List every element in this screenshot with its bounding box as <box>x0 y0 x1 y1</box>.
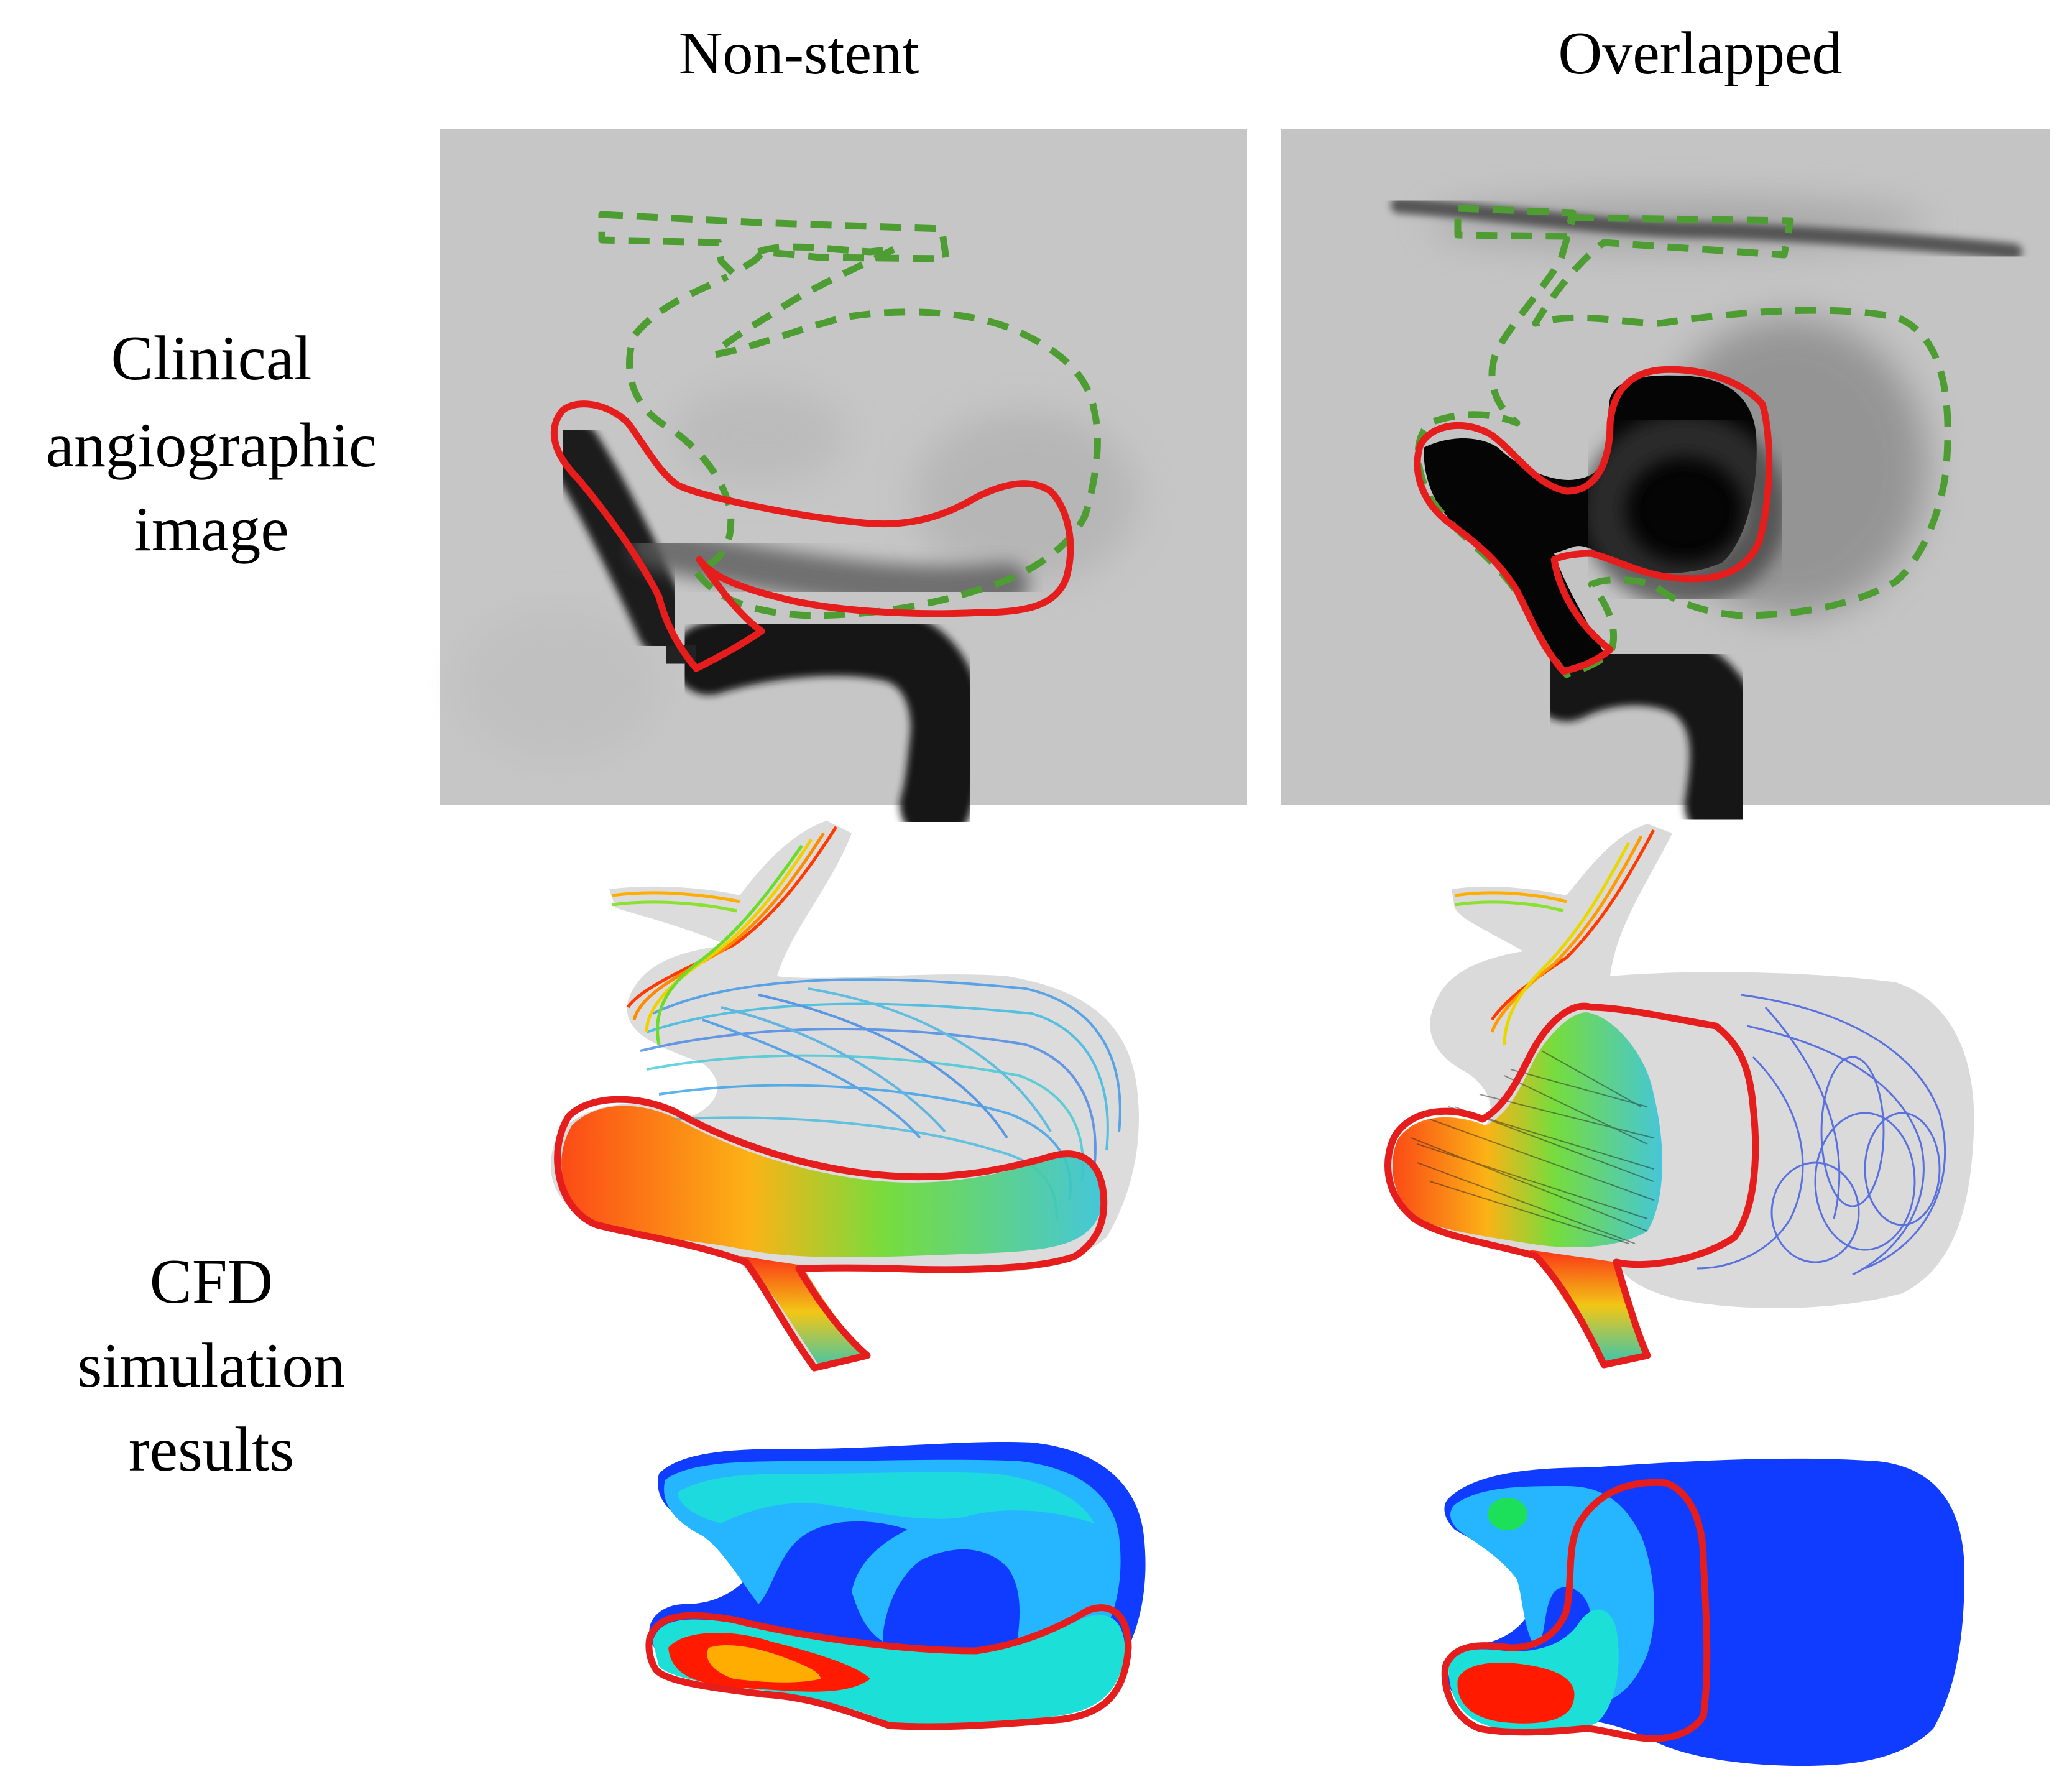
aneurysm-outline <box>1414 205 1951 678</box>
contour-level-mid <box>664 1459 1121 1670</box>
stent-outline <box>645 1604 1132 1730</box>
angiogram-vessel-top <box>1391 197 2022 260</box>
row-header-clinical: Clinical angiographic image <box>46 323 377 565</box>
cfd-streamlines-non-stent <box>550 821 1139 1372</box>
row-header-clinical-line-2: angiographic <box>46 410 377 481</box>
row-header-clinical-line-1: Clinical <box>111 323 312 394</box>
angiogram-overlapped <box>1281 129 2050 843</box>
column-header-non-stent: Non-stent <box>679 20 919 87</box>
row-header-cfd-line-3: results <box>129 1415 294 1485</box>
vessel-surface <box>1391 824 1974 1365</box>
angiogram-non-stent <box>440 129 1247 841</box>
contour-level-high <box>678 1472 1094 1523</box>
stent-outline <box>1441 1479 1711 1742</box>
contour-hotspot <box>1457 1663 1575 1724</box>
column-header-overlapped: Overlapped <box>1558 20 1842 87</box>
row-header-cfd-line-1: CFD <box>150 1247 273 1317</box>
cfd-contour-non-stent <box>645 1441 1146 1730</box>
stent-outline <box>1414 366 1773 675</box>
stent-region-flow <box>561 1106 1102 1257</box>
row-header-cfd-line-2: simulation <box>78 1331 346 1401</box>
aneurysm-outline <box>598 211 1101 619</box>
contour-hotspot-halo <box>707 1645 821 1683</box>
row-header-clinical-line-3: image <box>134 494 288 565</box>
stent-outline <box>554 1096 1108 1372</box>
stent-region-flow <box>1393 1012 1662 1247</box>
outlet-flow <box>740 1256 867 1368</box>
angiogram-texture <box>460 386 1138 759</box>
streamlines-inlet <box>1454 829 1655 1045</box>
stent-outline <box>1384 1002 1759 1369</box>
row-header-cfd: CFD simulation results <box>78 1247 346 1485</box>
contrast-vessel <box>544 420 1029 841</box>
streamlines-inlet <box>612 826 838 1045</box>
stent-outline <box>550 400 1074 672</box>
contour-vortex-core <box>1488 1498 1527 1530</box>
cfd-contour-overlapped <box>1441 1458 1964 1766</box>
streamlines-sac <box>1697 994 1946 1276</box>
cfd-streamlines-overlapped <box>1384 824 1974 1369</box>
